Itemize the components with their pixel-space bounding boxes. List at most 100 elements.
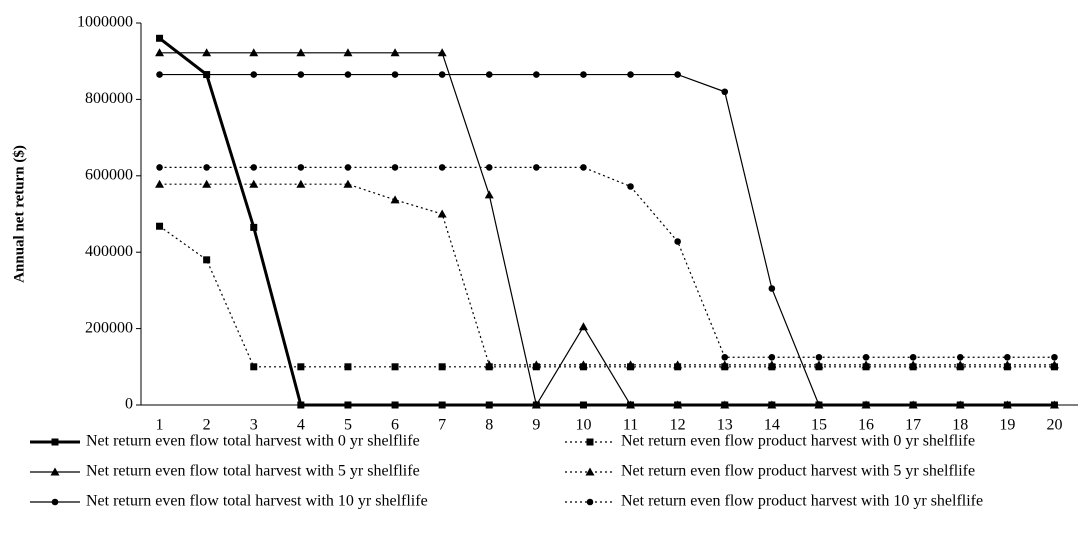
y-tick-label: 0 [125, 396, 133, 413]
marker [956, 353, 964, 361]
marker [250, 223, 258, 231]
marker [297, 71, 305, 78]
marker [155, 179, 165, 188]
marker [485, 401, 493, 409]
y-tick-label: 800000 [85, 90, 133, 107]
marker [1049, 360, 1059, 369]
marker [156, 164, 163, 171]
x-tick-label: 15 [811, 417, 827, 434]
y-tick-label: 200000 [85, 319, 133, 336]
marker [720, 400, 730, 409]
marker [391, 401, 399, 409]
marker [203, 164, 210, 171]
marker [862, 401, 870, 409]
marker [531, 360, 541, 369]
marker [956, 401, 964, 409]
x-tick-label: 7 [438, 417, 446, 434]
marker [484, 360, 494, 369]
marker [909, 401, 917, 409]
marker [438, 71, 446, 78]
legend-label: Net return even flow total harvest with … [86, 463, 420, 480]
marker [202, 48, 212, 57]
series-line [159, 73, 1055, 406]
legend-marker [586, 498, 594, 506]
marker [720, 360, 730, 369]
marker [297, 401, 305, 409]
marker [391, 363, 399, 371]
marker [202, 179, 212, 188]
marker [344, 401, 352, 409]
marker [767, 400, 777, 409]
series-line [159, 183, 1055, 366]
marker [249, 179, 259, 188]
marker [438, 401, 446, 409]
marker [438, 363, 446, 371]
marker [627, 183, 634, 190]
marker [156, 71, 163, 78]
marker [343, 48, 353, 57]
marker [955, 360, 965, 369]
marker [1004, 353, 1011, 361]
x-tick-label: 14 [764, 417, 780, 434]
marker [531, 400, 541, 409]
marker [344, 164, 352, 171]
x-tick-label: 9 [532, 417, 540, 434]
x-tick-label: 13 [717, 417, 733, 434]
marker [250, 164, 258, 171]
marker [438, 164, 446, 171]
x-tick-label: 20 [1046, 417, 1062, 434]
marker [250, 363, 258, 371]
marker [673, 400, 683, 409]
y-axis-title: Annual net return ($) [11, 145, 27, 283]
marker [1051, 353, 1058, 361]
marker [909, 353, 917, 361]
y-tick-label: 600000 [85, 166, 133, 183]
marker [626, 400, 636, 409]
series-line [159, 225, 1055, 368]
marker [437, 48, 447, 57]
x-tick-label: 18 [952, 417, 968, 434]
marker [297, 164, 305, 171]
marker [1051, 401, 1058, 409]
x-tick-label: 2 [203, 417, 211, 434]
marker [626, 360, 636, 369]
marker [250, 71, 258, 78]
marker [485, 71, 493, 78]
marker [391, 164, 399, 171]
x-tick-label: 4 [297, 417, 305, 434]
x-tick-label: 5 [344, 417, 352, 434]
x-tick-label: 19 [999, 417, 1015, 434]
marker [579, 401, 587, 409]
marker [156, 34, 164, 42]
legend-marker [50, 467, 60, 476]
marker [249, 48, 259, 57]
marker [437, 209, 447, 218]
marker [578, 360, 588, 369]
marker [674, 71, 681, 78]
marker [296, 179, 306, 188]
marker [814, 360, 824, 369]
x-tick-label: 10 [575, 417, 591, 434]
x-tick-label: 11 [623, 417, 638, 434]
marker [815, 353, 823, 361]
marker [484, 190, 494, 199]
marker [155, 48, 165, 57]
x-tick-label: 16 [858, 417, 874, 434]
marker [721, 353, 729, 361]
marker [390, 195, 400, 204]
marker [344, 71, 352, 78]
marker [767, 360, 777, 369]
marker [578, 322, 588, 331]
marker [343, 179, 353, 188]
marker [1002, 360, 1012, 369]
marker [721, 88, 729, 96]
marker [485, 164, 493, 171]
legend-marker [585, 467, 595, 476]
marker [673, 360, 683, 369]
legend-marker [51, 438, 59, 446]
series-line [159, 52, 1055, 407]
marker [391, 71, 399, 78]
legend-label: Net return even flow total harvest with … [86, 493, 428, 510]
series-line [159, 166, 1055, 358]
